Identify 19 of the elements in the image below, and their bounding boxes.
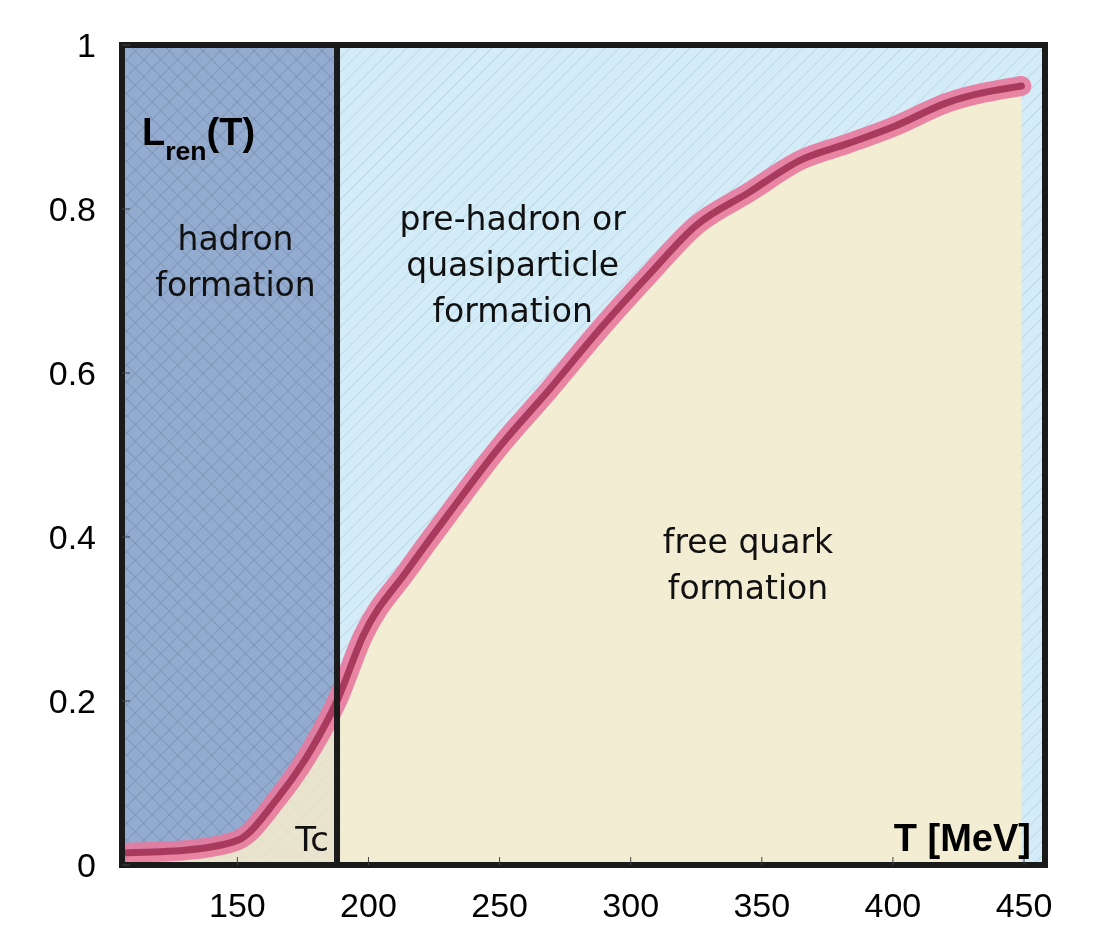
y-tick-label: 0.8 [48,189,96,228]
band-label: hadron formation [155,219,316,304]
y-tick-label: 1 [77,25,96,64]
x-tick-label: 400 [864,886,922,924]
y-tick-label: 0.6 [48,353,96,392]
band-label: pre-hadron or quasiparticle formation [399,199,627,330]
x-tick-label: 150 [209,886,266,924]
x-tick-label: 350 [733,886,791,924]
x-tick-label: 200 [340,886,397,924]
y-tick-label: 0 [77,845,96,884]
x-tick-label: 300 [602,886,660,924]
x-tick-label: 450 [995,886,1053,924]
ref-line-label: Tc [294,819,330,859]
x-tick-label: 250 [471,886,528,924]
annotation: free quark formation [662,522,835,607]
y-axis-title: L$_{ren}$(T) [142,111,256,166]
x-axis-title: T [MeV] [893,817,1031,859]
y-tick-label: 0.2 [48,681,96,720]
y-tick-label: 0.4 [48,517,96,556]
